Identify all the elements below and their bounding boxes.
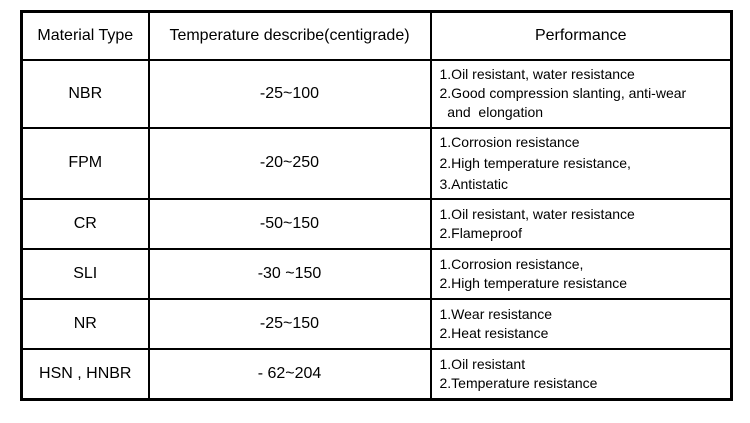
performance-cell: 1.Corrosion resistance, 2.High temperatu… (429, 247, 733, 300)
column-header-temperature: Temperature describe(centigrade) (147, 10, 432, 61)
header-row: Material Type Temperature describe(centi… (20, 10, 733, 61)
performance-cell: 1.Oil resistant, water resistance 2.Good… (429, 58, 733, 129)
performance-line: 2.Good compression slanting, anti-wear (439, 85, 687, 101)
performance-cell: 1.Wear resistance 2.Heat resistance (429, 297, 733, 350)
table-row-nbr: NBR -25~100 1.Oil resistant, water resis… (20, 58, 733, 129)
material-cell: NR (20, 297, 150, 350)
performance-line: and elongation (439, 104, 544, 120)
performance-line: 2.Temperature resistance (439, 374, 598, 391)
column-header-performance: Performance (429, 10, 733, 61)
performance-line: 3.Antistatic (439, 175, 508, 192)
performance-line: 1.Corrosion resistance (439, 133, 580, 150)
table-row-hsn-hnbr: HSN , HNBR - 62~204 1.Oil resistant 2.Te… (20, 347, 733, 401)
performance-line: 2.High temperature resistance (439, 274, 628, 291)
performance-line: 1.Oil resistant, water resistance (439, 66, 635, 82)
temperature-cell: -30 ~150 (147, 247, 432, 300)
performance-line: 1.Corrosion resistance, (439, 255, 584, 272)
temperature-cell: -50~150 (147, 197, 432, 250)
performance-line: 1.Oil resistant, water resistance (439, 205, 635, 222)
table-row-fpm: FPM -20~250 1.Corrosion resistance 2.Hig… (20, 126, 733, 200)
performance-cell: 1.Oil resistant 2.Temperature resistance (429, 347, 733, 401)
performance-cell: 1.Corrosion resistance 2.High temperatur… (429, 126, 733, 200)
performance-line: 1.Wear resistance (439, 305, 553, 322)
performance-line: 2.Flameproof (439, 224, 522, 241)
temperature-cell: -20~250 (147, 126, 432, 200)
table-row-sli: SLI -30 ~150 1.Corrosion resistance, 2.H… (20, 247, 733, 300)
material-cell: NBR (20, 58, 150, 129)
table-row-nr: NR -25~150 1.Wear resistance 2.Heat resi… (20, 297, 733, 350)
performance-line: 1.Oil resistant (439, 355, 526, 372)
performance-line: 2.High temperature resistance, (439, 154, 631, 171)
material-cell: FPM (20, 126, 150, 200)
material-cell: CR (20, 197, 150, 250)
temperature-cell: -25~150 (147, 297, 432, 350)
temperature-cell: - 62~204 (147, 347, 432, 401)
table-header: Material Type Temperature describe(centi… (20, 10, 733, 61)
performance-cell: 1.Oil resistant, water resistance 2.Flam… (429, 197, 733, 250)
temperature-cell: -25~100 (147, 58, 432, 129)
column-header-material-type: Material Type (20, 10, 150, 61)
table-row-cr: CR -50~150 1.Oil resistant, water resist… (20, 197, 733, 250)
material-cell: HSN , HNBR (20, 347, 150, 401)
performance-line: 2.Heat resistance (439, 324, 549, 341)
material-cell: SLI (20, 247, 150, 300)
material-spec-table: Material Type Temperature describe(centi… (20, 10, 733, 401)
